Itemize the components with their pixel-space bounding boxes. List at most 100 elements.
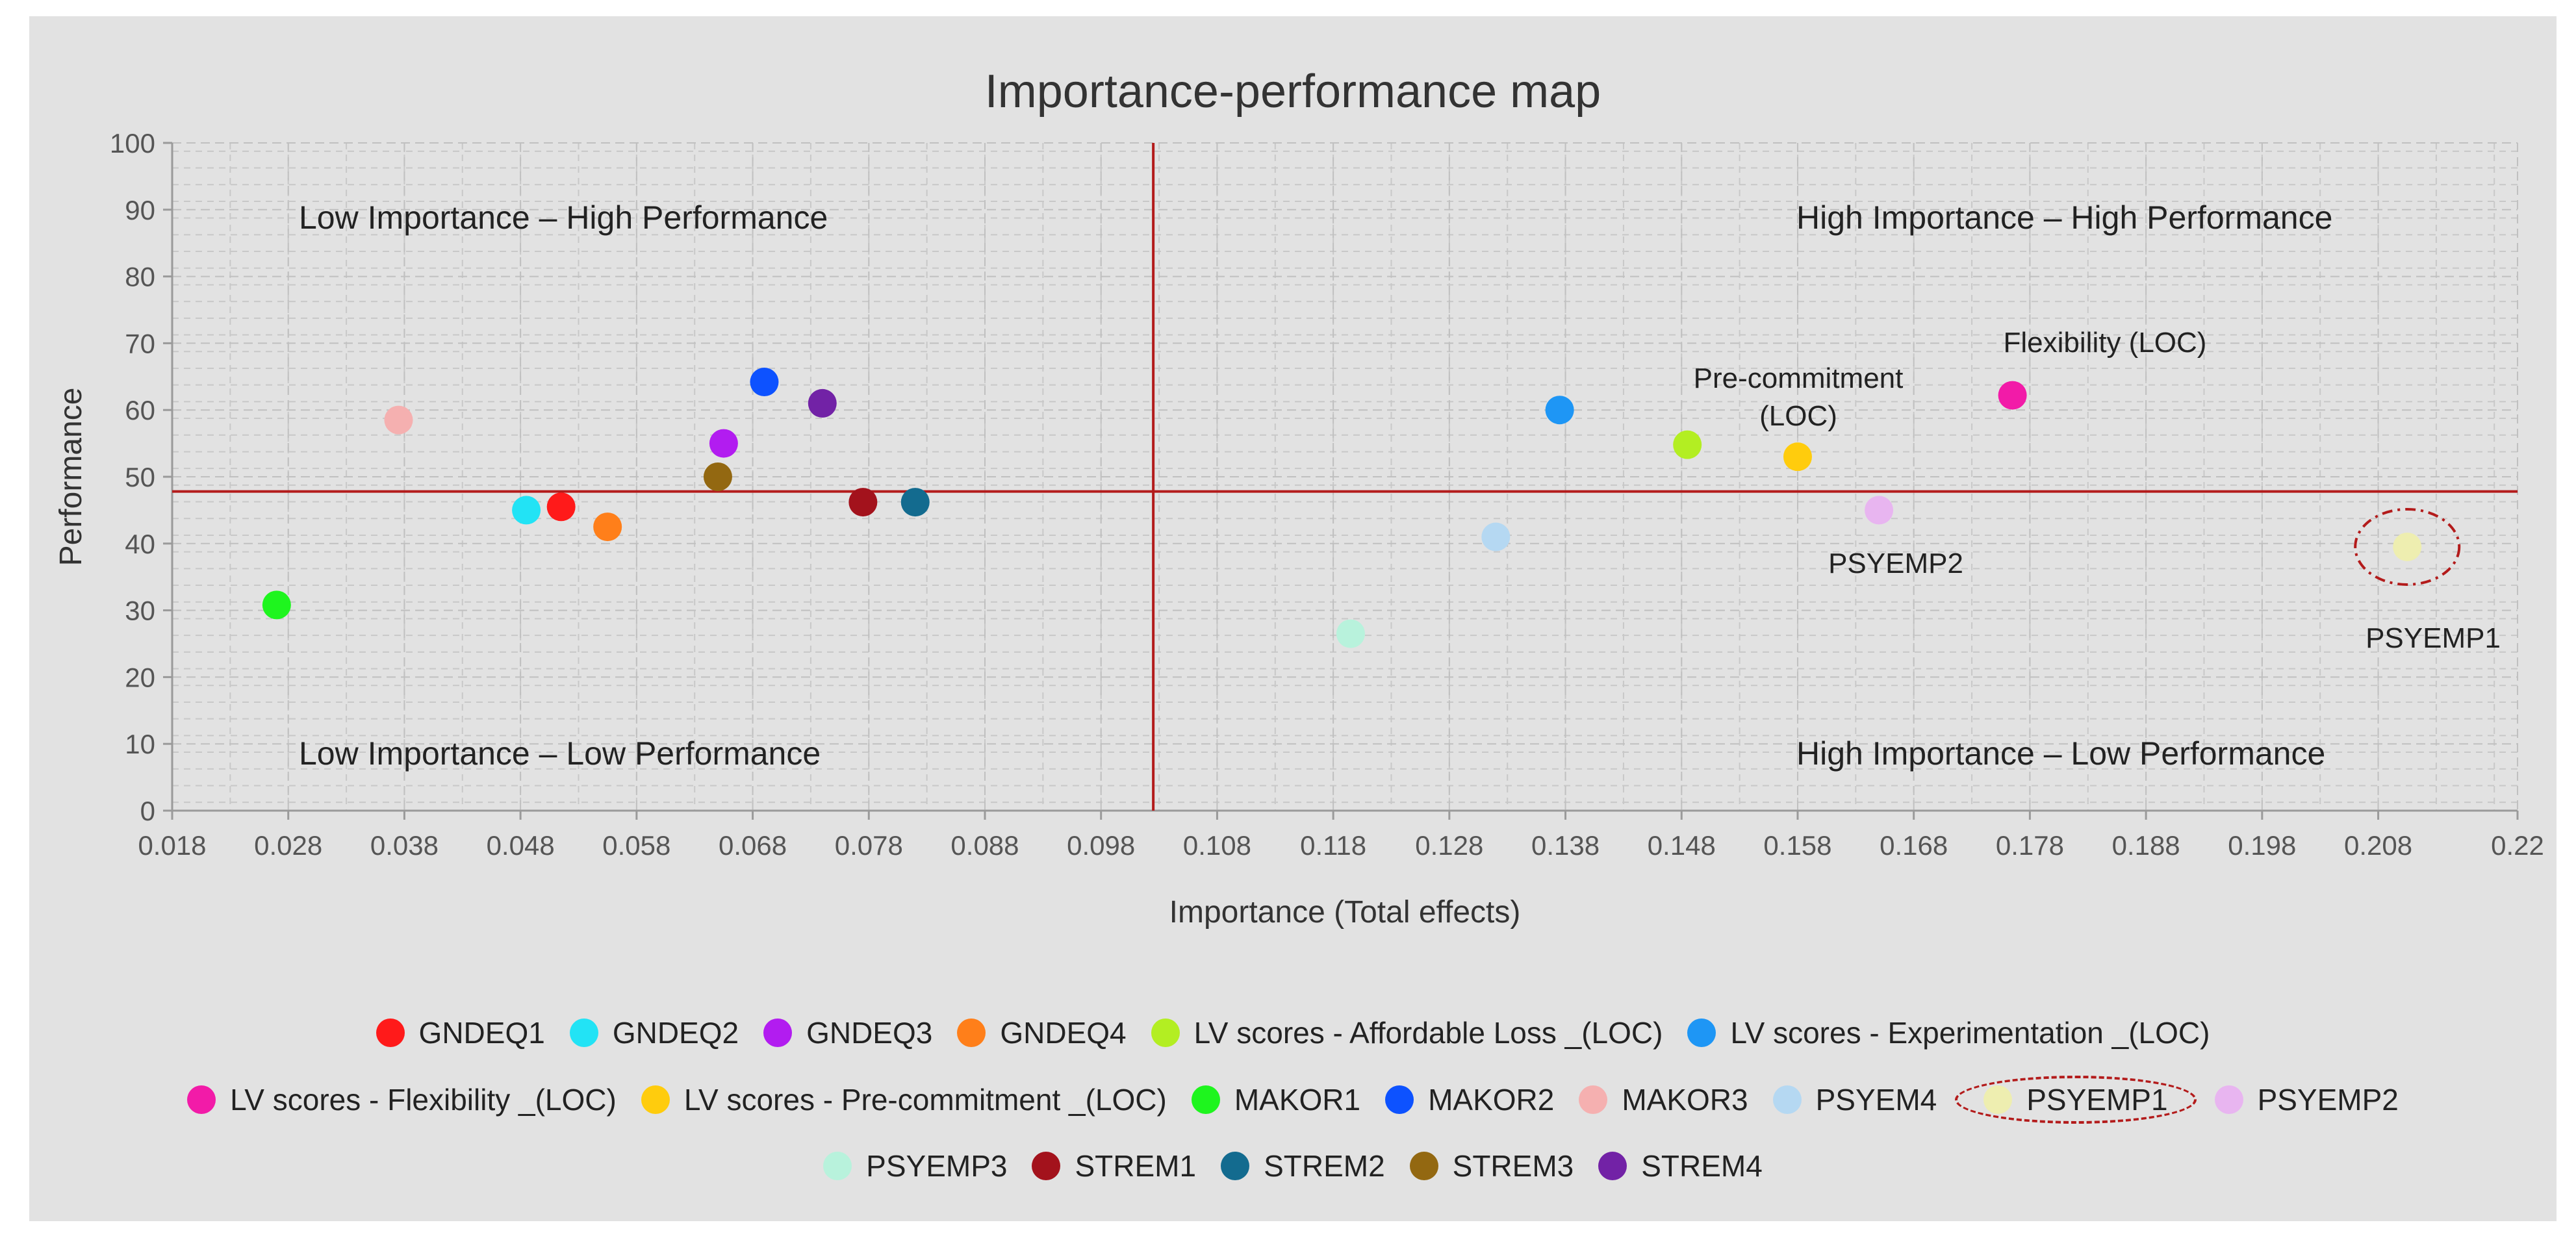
legend-label: STREM2 [1264, 1149, 1385, 1183]
data-point-strem3 [703, 462, 732, 491]
psyemp1-highlight-ellipse [2354, 507, 2461, 586]
quadrant-label-top-left: Low Importance – High Performance [299, 199, 828, 236]
legend-marker [823, 1152, 852, 1180]
legend-item[interactable]: LV scores - Pre-commitment _(LOC) [635, 1082, 1173, 1117]
legend-marker [1598, 1152, 1627, 1180]
data-point-psyemp3 [1336, 619, 1365, 648]
scatter-chart: 0 10 20 30 40 50 60 70 80 90 100 0.018 0.028 0.038 0.0… [54, 66, 2544, 930]
legend-label: STREM3 [1452, 1149, 1574, 1183]
y-tick-label: 30 [125, 596, 155, 626]
x-tick-label: 0.168 [1880, 830, 1948, 861]
x-tick-label: 0.038 [370, 830, 439, 861]
annotation-precommitment-loc: (LOC) [1759, 400, 1837, 432]
x-tick-label: 0.158 [1763, 830, 1831, 861]
legend-row: LV scores - Flexibility _(LOC) LV scores … [29, 1074, 2557, 1126]
legend-marker [1687, 1019, 1716, 1047]
data-point-makor3 [384, 405, 413, 435]
x-tick-label: 0.118 [1300, 830, 1366, 861]
legend-item[interactable]: GNDEQ4 [950, 1015, 1132, 1050]
data-point-makor1 [262, 590, 291, 620]
y-axis-label: Performance [54, 388, 88, 566]
data-point-strem2 [900, 488, 930, 517]
y-tick-label: 10 [125, 729, 155, 759]
legend-label: LV scores - Experimentation _(LOC) [1730, 1016, 2210, 1050]
legend-label: STREM4 [1641, 1149, 1763, 1183]
annotation-psyemp1: PSYEMP1 [2366, 622, 2501, 654]
x-tick-label: 0.028 [254, 830, 322, 861]
data-point-lv-scores-experimentation-loc [1545, 396, 1574, 425]
data-point-lv-scores-flexibility-loc [1998, 381, 2027, 410]
x-tick-label: 0.068 [719, 830, 787, 861]
x-tick-label: 0.188 [2112, 830, 2180, 861]
legend-item[interactable]: MAKOR2 [1379, 1082, 1561, 1117]
legend-marker [641, 1085, 670, 1114]
x-tick-label: 0.208 [2344, 830, 2412, 861]
x-tick-label: 0.048 [487, 830, 555, 861]
legend-item[interactable]: LV scores - Affordable Loss _(LOC) [1145, 1015, 1670, 1050]
legend-marker [1032, 1152, 1061, 1180]
data-point-makor2 [750, 368, 779, 397]
y-tick-label: 20 [125, 662, 155, 692]
legend-label: LV scores - Flexibility _(LOC) [230, 1083, 617, 1117]
quadrant-label-bottom-right: High Importance – Low Performance [1796, 735, 2325, 772]
legend-label: MAKOR3 [1622, 1083, 1748, 1117]
legend-item[interactable]: STREM1 [1025, 1148, 1203, 1183]
legend-label: PSYEMP3 [866, 1149, 1008, 1183]
legend-marker [957, 1019, 986, 1047]
legend-label: MAKOR2 [1428, 1083, 1555, 1117]
data-point-lv-scores-affordable-loss-loc [1673, 430, 1702, 459]
legend-item[interactable]: GNDEQ1 [370, 1015, 552, 1050]
legend-marker [2214, 1085, 2243, 1114]
data-point-strem1 [848, 488, 878, 517]
legend-item[interactable]: GNDEQ2 [563, 1015, 745, 1050]
legend-item[interactable]: MAKOR3 [1572, 1082, 1754, 1117]
y-tick-label: 70 [125, 328, 155, 359]
x-tick-label: 0.018 [138, 830, 206, 861]
legend-item[interactable]: LV scores - Experimentation _(LOC) [1681, 1015, 2216, 1050]
x-tick-label: 0.098 [1067, 830, 1135, 861]
legend-item[interactable]: PSYEM4 [1766, 1082, 1944, 1117]
x-tick-label: 0.178 [1996, 830, 2064, 861]
legend-item[interactable]: PSYEMP2 [2208, 1082, 2405, 1117]
x-axis-label: Importance (Total effects) [1169, 895, 1521, 930]
legend-label: GNDEQ1 [418, 1016, 545, 1050]
quadrant-label-top-right: High Importance – High Performance [1796, 199, 2332, 236]
legend-label: LV scores - Pre-commitment _(LOC) [683, 1083, 1167, 1117]
chart-panel: 0 10 20 30 40 50 60 70 80 90 100 0.018 0.028 0.038 0.0… [29, 16, 2557, 1221]
legend-label: PSYEMP2 [2257, 1083, 2399, 1117]
legend-item[interactable]: PSYEMP1 [1955, 1076, 2197, 1124]
legend-label: PSYEMP1 [2026, 1083, 2168, 1117]
x-tick-label: 0.058 [602, 830, 670, 861]
legend-item[interactable]: PSYEMP3 [817, 1148, 1014, 1183]
y-tick-label: 50 [125, 462, 155, 492]
y-tick-label: 90 [125, 195, 155, 225]
legend-item[interactable]: STREM4 [1592, 1148, 1769, 1183]
legend-label: GNDEQ2 [612, 1016, 739, 1050]
legend-label: PSYEM4 [1815, 1083, 1937, 1117]
data-point-psyem4 [1481, 522, 1511, 551]
x-tick-label: 0.128 [1415, 830, 1483, 861]
data-point-lv-scores-pre-commitment-loc [1783, 442, 1812, 472]
data-point-psyemp1 [2393, 532, 2422, 561]
legend-item[interactable]: LV scores - Flexibility _(LOC) [181, 1082, 623, 1117]
annotation-psyemp2: PSYEMP2 [1828, 548, 1963, 579]
legend-item[interactable]: STREM3 [1403, 1148, 1581, 1183]
legend-marker [1983, 1085, 2013, 1114]
chart-title: Importance-performance map [985, 66, 1601, 118]
x-tick-label: 0.078 [835, 830, 903, 861]
data-point-gndeq1 [546, 492, 576, 522]
legend-item[interactable]: GNDEQ3 [757, 1015, 939, 1050]
legend-marker [1151, 1019, 1180, 1047]
legend-marker [1221, 1152, 1250, 1180]
data-point-gndeq2 [512, 496, 541, 525]
data-point-gndeq4 [593, 512, 622, 542]
x-tick-label: 0.138 [1531, 830, 1600, 861]
y-tick-label: 100 [110, 128, 155, 158]
y-tick-label: 80 [125, 262, 155, 292]
legend-item[interactable]: MAKOR1 [1185, 1082, 1367, 1117]
legend-item[interactable]: STREM2 [1214, 1148, 1392, 1183]
legend-marker [187, 1085, 216, 1114]
data-point-strem4 [808, 388, 837, 418]
y-tick-label: 40 [125, 529, 155, 559]
legend-label: GNDEQ3 [806, 1016, 933, 1050]
